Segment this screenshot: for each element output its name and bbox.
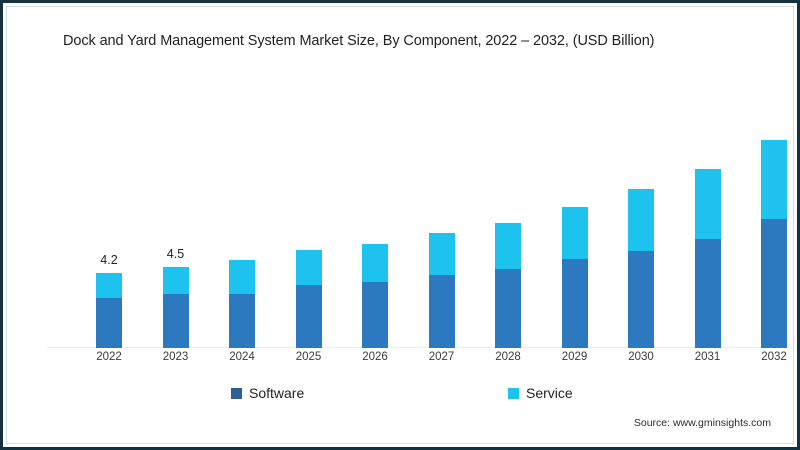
bar-segment-service-2029[interactable] <box>561 206 588 259</box>
bar-series-layer: 4.2 4.5 <box>43 73 787 348</box>
chart-title: Dock and Yard Management System Market S… <box>63 33 655 49</box>
bar-segment-software-2023[interactable] <box>162 294 189 348</box>
x-axis-label-2024: 2024 <box>229 351 255 363</box>
bar-group-2023[interactable]: 4.5 <box>162 247 189 348</box>
x-axis-label-2023: 2023 <box>162 351 189 363</box>
bar-group-2029[interactable] <box>561 206 588 348</box>
x-axis-label-2032: 2032 <box>761 351 787 363</box>
x-axis-label-2028: 2028 <box>495 351 521 363</box>
plot-area: 4.2 4.5 <box>43 73 787 348</box>
bar-group-2027[interactable] <box>428 233 455 348</box>
bar-segment-software-2027[interactable] <box>428 274 455 348</box>
source-attribution: Source: www.gminsights.com <box>633 417 771 429</box>
x-axis-label-2030: 2030 <box>628 351 654 363</box>
bar-group-2032[interactable] <box>761 140 787 348</box>
axis-baseline <box>47 347 775 348</box>
legend-label-service: Service <box>526 385 573 401</box>
legend-label-software: Software <box>249 385 305 401</box>
x-axis-labels: 2022 2023 2024 2025 2026 2027 2028 2029 2030 2031… <box>43 351 787 371</box>
bar-group-2025[interactable] <box>295 249 322 348</box>
bar-segment-service-2027[interactable] <box>428 233 455 275</box>
bar-segment-software-2028[interactable] <box>495 269 521 348</box>
bar-segment-software-2030[interactable] <box>628 251 654 348</box>
bar-group-2028[interactable] <box>495 222 521 348</box>
x-axis-label-2026: 2026 <box>362 351 388 363</box>
bar-segment-software-2024[interactable] <box>229 294 255 348</box>
bar-segment-software-2025[interactable] <box>295 285 322 348</box>
bar-value-label-2023: 4.5 <box>166 247 185 262</box>
bar-segment-service-2030[interactable] <box>628 188 654 252</box>
bar-segment-service-2022[interactable] <box>96 272 122 298</box>
bar-segment-software-2029[interactable] <box>561 258 588 348</box>
x-axis-label-2022: 2022 <box>96 351 122 363</box>
bar-group-2022[interactable]: 4.2 <box>96 253 122 348</box>
bar-segment-service-2032[interactable] <box>761 140 787 220</box>
bar-segment-software-2032[interactable] <box>761 219 787 348</box>
bar-segment-service-2025[interactable] <box>295 249 322 286</box>
bar-group-2024[interactable] <box>229 260 255 348</box>
bar-segment-service-2028[interactable] <box>495 222 521 270</box>
bar-segment-service-2031[interactable] <box>694 169 721 239</box>
x-axis-label-2031: 2031 <box>694 351 721 363</box>
bar-group-2030[interactable] <box>628 188 654 348</box>
bar-segment-software-2022[interactable] <box>96 297 122 348</box>
bar-segment-software-2026[interactable] <box>362 281 388 348</box>
chart-legend: Software Service <box>3 385 797 407</box>
bar-group-2026[interactable] <box>362 244 388 348</box>
bar-value-label-2022: 4.2 <box>100 252 118 267</box>
legend-item-service[interactable]: Service <box>508 385 573 401</box>
x-axis-label-2027: 2027 <box>428 351 455 363</box>
bar-group-2031[interactable] <box>694 169 721 348</box>
bar-segment-service-2023[interactable] <box>162 267 189 295</box>
legend-swatch-service-icon <box>508 387 519 399</box>
bar-segment-service-2024[interactable] <box>229 260 255 295</box>
legend-item-software[interactable]: Software <box>231 385 304 401</box>
bar-segment-service-2026[interactable] <box>362 244 388 282</box>
legend-swatch-software-icon <box>231 387 242 399</box>
x-axis-label-2029: 2029 <box>561 351 588 363</box>
x-axis-label-2025: 2025 <box>295 351 322 363</box>
bar-segment-software-2031[interactable] <box>694 238 721 348</box>
